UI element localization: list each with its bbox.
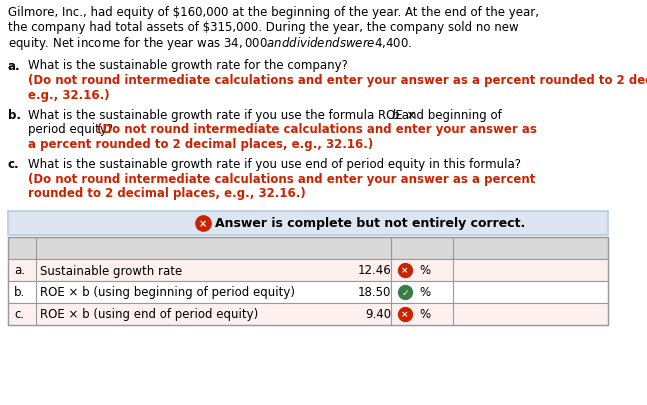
Text: 18.50: 18.50	[358, 286, 391, 299]
FancyBboxPatch shape	[8, 237, 608, 259]
Text: What is the sustainable growth rate if you use end of period equity in this form: What is the sustainable growth rate if y…	[28, 158, 521, 171]
Text: equity. Net income for the year was $34,000 and dividends were $4,400.: equity. Net income for the year was $34,…	[8, 35, 412, 52]
Text: Sustainable growth rate: Sustainable growth rate	[40, 264, 182, 277]
Text: and beginning of: and beginning of	[398, 109, 502, 122]
Text: What is the sustainable growth rate if you use the formula ROE ×: What is the sustainable growth rate if y…	[28, 109, 420, 122]
Text: b.: b.	[14, 286, 25, 299]
Text: a.: a.	[8, 60, 21, 72]
Text: a percent rounded to 2 decimal places, e.g., 32.16.): a percent rounded to 2 decimal places, e…	[28, 138, 373, 151]
Text: e.g., 32.16.): e.g., 32.16.)	[28, 88, 109, 101]
Text: %: %	[419, 308, 430, 321]
Text: (Do not round intermediate calculations and enter your answer as a percent round: (Do not round intermediate calculations …	[28, 74, 647, 87]
Text: the company had total assets of $315,000. During the year, the company sold no n: the company had total assets of $315,000…	[8, 20, 519, 34]
Text: (Do not round intermediate calculations and enter your answer as a percent: (Do not round intermediate calculations …	[28, 173, 535, 185]
Text: Answer is complete but not entirely correct.: Answer is complete but not entirely corr…	[215, 217, 525, 230]
Text: period equity?: period equity?	[28, 123, 117, 136]
Text: rounded to 2 decimal places, e.g., 32.16.): rounded to 2 decimal places, e.g., 32.16…	[28, 187, 306, 200]
Text: (Do not round intermediate calculations and enter your answer as: (Do not round intermediate calculations …	[97, 123, 537, 136]
Text: ROE × b (using end of period equity): ROE × b (using end of period equity)	[40, 308, 258, 321]
Text: 9.40: 9.40	[365, 308, 391, 321]
Text: ×: ×	[401, 310, 409, 319]
Text: ×: ×	[401, 266, 409, 275]
Text: %: %	[419, 264, 430, 277]
Text: ROE × b (using beginning of period equity): ROE × b (using beginning of period equit…	[40, 286, 295, 299]
Text: b: b	[392, 109, 399, 122]
Text: ✓: ✓	[401, 288, 409, 297]
FancyBboxPatch shape	[8, 281, 608, 303]
Text: a.: a.	[14, 264, 25, 277]
Text: %: %	[419, 286, 430, 299]
FancyBboxPatch shape	[8, 211, 608, 235]
Text: c.: c.	[8, 158, 19, 171]
FancyBboxPatch shape	[8, 259, 608, 281]
Text: Gilmore, Inc., had equity of $160,000 at the beginning of the year. At the end o: Gilmore, Inc., had equity of $160,000 at…	[8, 6, 539, 19]
Text: b.: b.	[8, 109, 21, 122]
FancyBboxPatch shape	[8, 303, 608, 325]
Text: c.: c.	[14, 308, 24, 321]
Text: What is the sustainable growth rate for the company?: What is the sustainable growth rate for …	[28, 60, 351, 72]
Text: ×: ×	[199, 218, 207, 228]
Text: 12.46: 12.46	[357, 264, 391, 277]
